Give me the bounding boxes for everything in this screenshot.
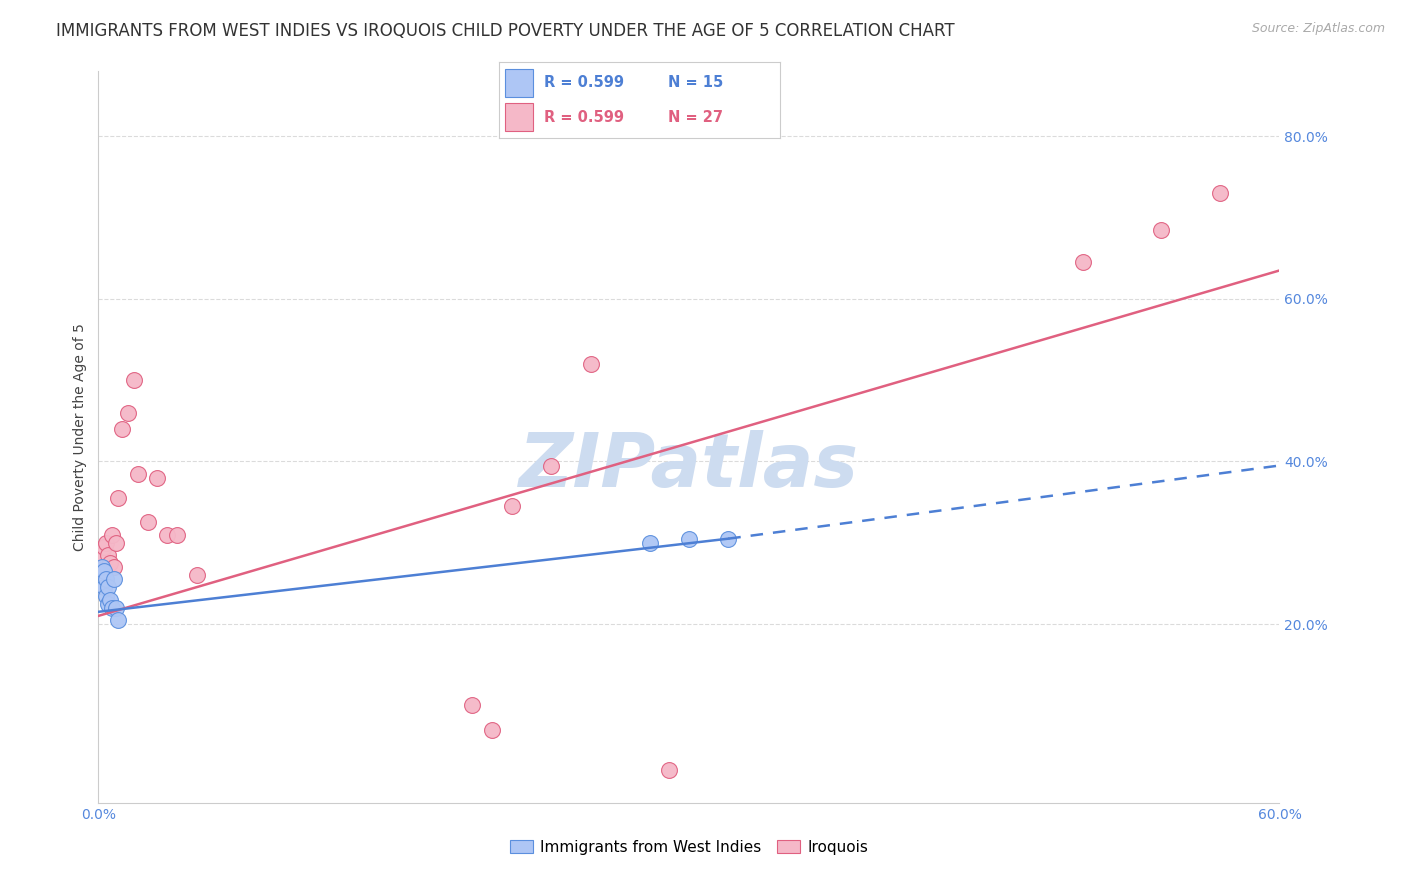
Point (1150, 223, 1173, 237)
Point (136, 516, 159, 530)
Point (103, 572, 125, 586)
Point (97, 581, 120, 595)
Point (93, 581, 115, 595)
Point (146, 471, 169, 485)
Point (107, 613, 129, 627)
Point (93, 564, 115, 578)
Text: ZIPatlas: ZIPatlas (519, 430, 859, 503)
Point (96, 535, 118, 549)
Point (186, 568, 208, 582)
Point (107, 491, 129, 505)
Point (111, 422, 134, 436)
Text: N = 27: N = 27 (668, 110, 723, 125)
Point (97, 597, 120, 611)
Point (1071, 255, 1094, 269)
Point (98, 556, 121, 570)
Point (540, 458, 562, 473)
Point (166, 527, 188, 541)
Legend: Immigrants from West Indies, Iroquois: Immigrants from West Indies, Iroquois (503, 834, 875, 861)
Point (101, 527, 124, 541)
Point (678, 532, 700, 546)
Text: Source: ZipAtlas.com: Source: ZipAtlas.com (1251, 22, 1385, 36)
Y-axis label: Child Poverty Under the Age of 5: Child Poverty Under the Age of 5 (73, 323, 87, 551)
Point (127, 467, 149, 481)
Point (461, 698, 484, 713)
Point (103, 560, 125, 574)
Point (91, 548, 114, 562)
Point (96, 572, 118, 586)
Point (101, 600, 124, 615)
Point (96, 589, 118, 603)
FancyBboxPatch shape (505, 103, 533, 130)
FancyBboxPatch shape (505, 70, 533, 96)
Point (98, 592, 121, 607)
Point (717, 532, 740, 546)
Point (97, 548, 120, 562)
Point (579, 357, 602, 371)
Point (117, 406, 139, 420)
Point (638, 535, 661, 549)
Point (1209, 186, 1232, 201)
Text: R = 0.599: R = 0.599 (544, 110, 624, 125)
Point (156, 527, 179, 541)
Point (481, 723, 503, 737)
Point (93, 540, 115, 554)
Point (122, 373, 145, 387)
Point (105, 535, 128, 549)
Point (658, 764, 681, 778)
Point (91, 560, 114, 574)
Text: IMMIGRANTS FROM WEST INDIES VS IROQUOIS CHILD POVERTY UNDER THE AGE OF 5 CORRELA: IMMIGRANTS FROM WEST INDIES VS IROQUOIS … (56, 22, 955, 40)
Point (501, 499, 523, 513)
Text: N = 15: N = 15 (668, 75, 723, 90)
Point (105, 600, 128, 615)
Text: R = 0.599: R = 0.599 (544, 75, 624, 90)
